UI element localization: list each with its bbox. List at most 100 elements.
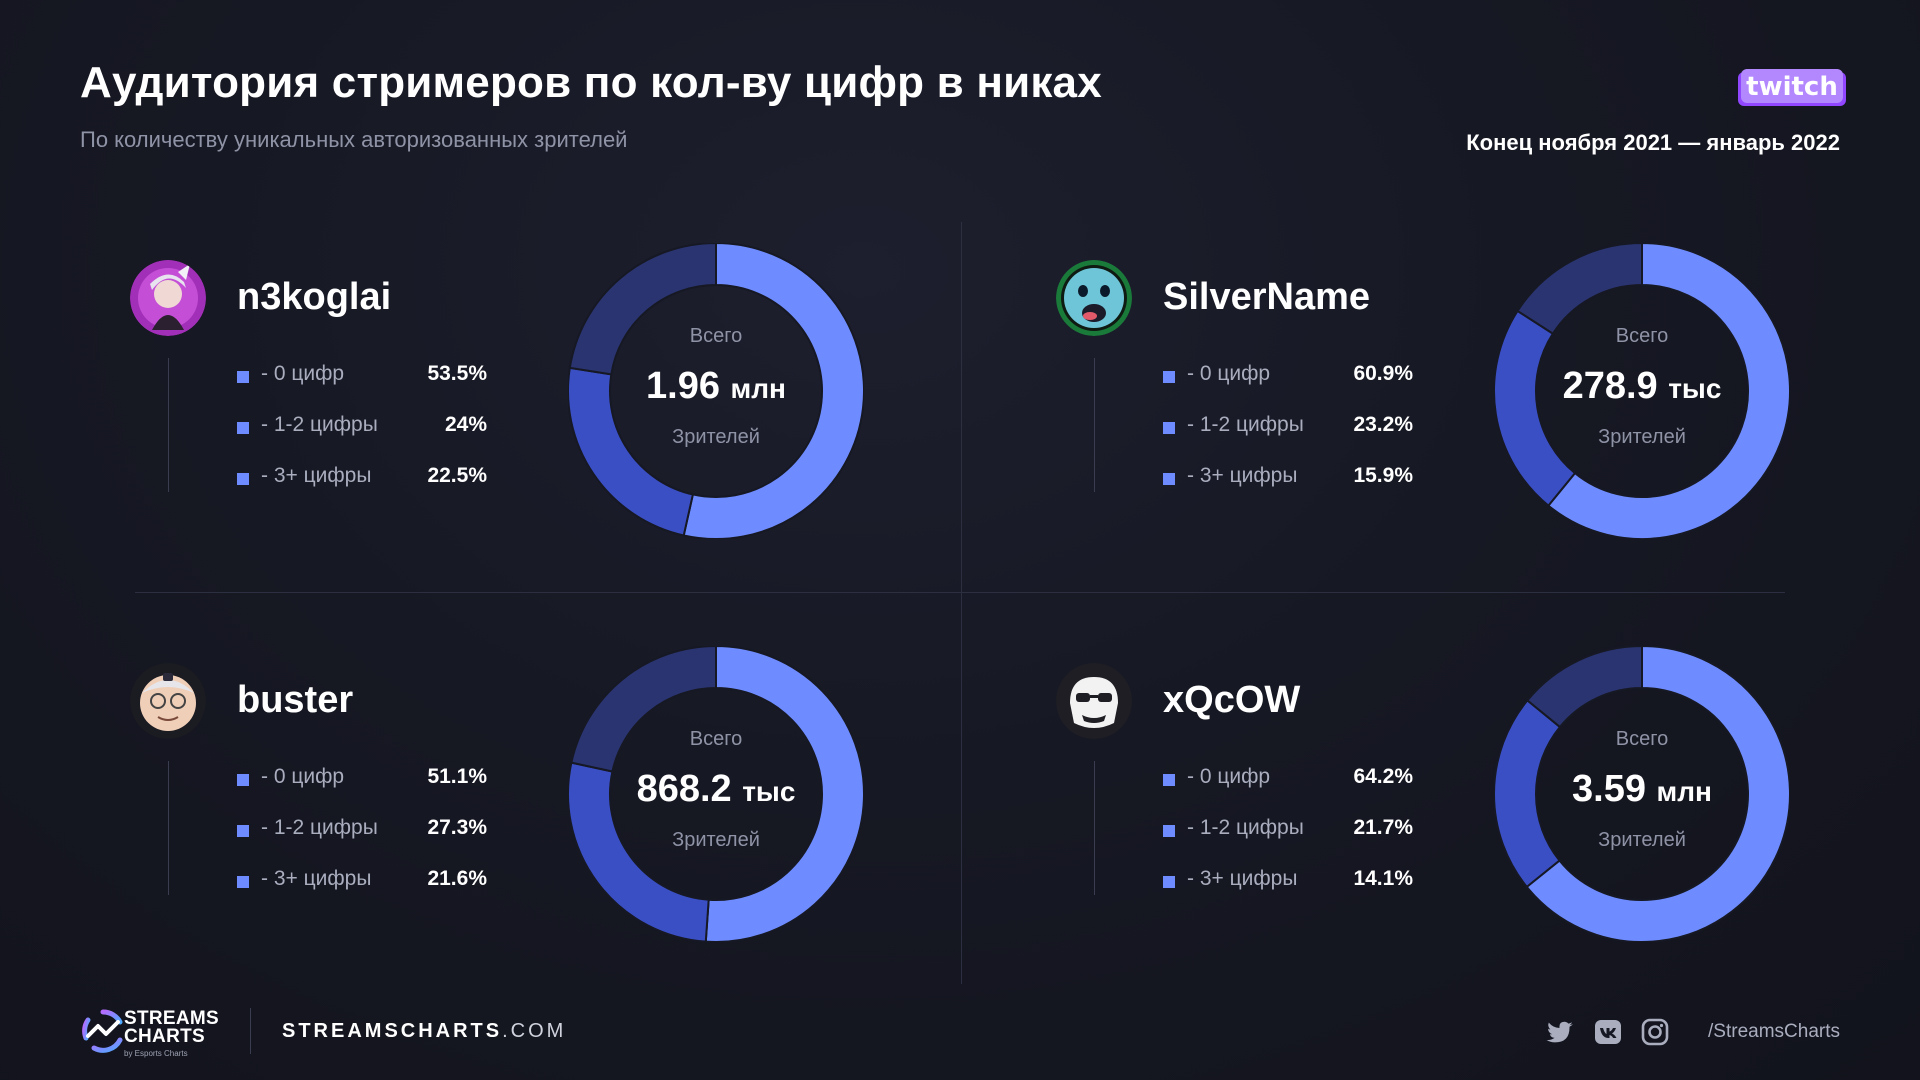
legend-label: - 3+ цифры bbox=[261, 867, 372, 890]
period-label: Конец ноября 2021 — январь 2022 bbox=[1466, 130, 1840, 155]
legend: - 0 цифр 53.5% - 1-2 цифры 24% - 3+ цифр… bbox=[237, 362, 487, 515]
footer-brand: STREAMS CHARTS bbox=[124, 1009, 219, 1046]
donut-top-label: Всего bbox=[1615, 728, 1669, 750]
legend-swatch bbox=[237, 876, 249, 888]
legend-swatch bbox=[1163, 371, 1175, 383]
legend-item: - 0 цифр 51.1% bbox=[237, 765, 487, 816]
streamer-name: buster bbox=[237, 679, 354, 721]
legend-line bbox=[1094, 761, 1095, 895]
instagram-icon[interactable] bbox=[1640, 1018, 1670, 1046]
svg-text:twitch: twitch bbox=[1746, 72, 1838, 102]
legend-value: 60.9% bbox=[1353, 362, 1413, 385]
donut-bottom-label: Зрителей bbox=[672, 829, 760, 851]
legend-value: 21.7% bbox=[1353, 816, 1413, 839]
streamer-name: xQcOW bbox=[1163, 679, 1301, 721]
avatar bbox=[130, 260, 206, 336]
streamer-card-n3koglai: n3koglai - 0 цифр 53.5% - 1-2 цифры 24% … bbox=[130, 240, 930, 560]
donut-top-label: Всего bbox=[1615, 325, 1669, 347]
avatar bbox=[130, 663, 206, 739]
avatar bbox=[1056, 663, 1132, 739]
donut-total-value: 278.9 bbox=[1562, 365, 1658, 407]
page-title: Аудитория стримеров по кол-ву цифр в ник… bbox=[80, 58, 1102, 107]
legend: - 0 цифр 64.2% - 1-2 цифры 21.7% - 3+ ци… bbox=[1163, 765, 1413, 918]
legend-label: - 1-2 цифры bbox=[1187, 413, 1304, 436]
streamer-card-xqcow: xQcOW - 0 цифр 64.2% - 1-2 цифры 21.7% -… bbox=[1056, 643, 1856, 963]
legend-swatch bbox=[237, 371, 249, 383]
donut-total: 278.9 тыс bbox=[1494, 365, 1790, 408]
donut-total: 3.59 млн bbox=[1494, 768, 1790, 811]
legend-line bbox=[168, 358, 169, 492]
legend-value: 64.2% bbox=[1353, 765, 1413, 788]
vertical-divider bbox=[961, 222, 962, 984]
legend-label: - 1-2 цифры bbox=[1187, 816, 1304, 839]
legend-swatch bbox=[1163, 825, 1175, 837]
legend-label: - 0 цифр bbox=[1187, 765, 1271, 788]
legend-swatch bbox=[1163, 876, 1175, 888]
legend-swatch bbox=[237, 422, 249, 434]
legend-swatch bbox=[237, 774, 249, 786]
footer-handle-link[interactable]: /StreamsCharts bbox=[1708, 1021, 1840, 1042]
donut-segment-2 bbox=[1525, 646, 1643, 729]
avatar bbox=[1056, 260, 1132, 336]
donut-total-value: 868.2 bbox=[636, 768, 732, 810]
donut-segment-0 bbox=[704, 646, 864, 942]
footer-site-link[interactable]: STREAMSCHARTS.COM bbox=[282, 1020, 566, 1043]
streamer-card-buster: buster - 0 цифр 51.1% - 1-2 цифры 27.3% … bbox=[130, 643, 930, 963]
legend-value: 23.2% bbox=[1353, 413, 1413, 436]
donut-bottom-label: Зрителей bbox=[1598, 426, 1686, 448]
footer-site-name: STREAMSCHARTS bbox=[282, 1020, 503, 1042]
legend-label: - 0 цифр bbox=[261, 765, 345, 788]
donut-total-value: 1.96 bbox=[646, 365, 720, 407]
footer-site-tld: .COM bbox=[502, 1020, 567, 1042]
donut-bottom-label: Зрителей bbox=[1598, 829, 1686, 851]
donut-segment-2 bbox=[568, 243, 717, 376]
donut-total-unit: тыс bbox=[1668, 373, 1722, 404]
legend-label: - 1-2 цифры bbox=[261, 413, 378, 436]
legend-item: - 1-2 цифры 24% bbox=[237, 413, 487, 464]
donut-segment-2 bbox=[570, 646, 717, 773]
legend-item: - 3+ цифры 15.9% bbox=[1163, 464, 1413, 515]
donut-segment-0 bbox=[682, 243, 864, 539]
donut-segment-2 bbox=[1516, 243, 1643, 336]
legend-value: 22.5% bbox=[427, 464, 487, 487]
legend-item: - 0 цифр 60.9% bbox=[1163, 362, 1413, 413]
legend-value: 27.3% bbox=[427, 816, 487, 839]
legend-swatch bbox=[237, 473, 249, 485]
donut-segment-0 bbox=[1525, 646, 1790, 942]
streamer-name: SilverName bbox=[1163, 276, 1371, 318]
donut-total: 1.96 млн bbox=[568, 365, 864, 408]
footer-brand-by: by Esports Charts bbox=[124, 1049, 188, 1058]
donut-chart: Всего 868.2 тыс Зрителей bbox=[568, 646, 864, 942]
twitch-logo: twitch bbox=[1738, 69, 1846, 106]
donut-total-unit: млн bbox=[1656, 776, 1712, 807]
legend-label: - 3+ цифры bbox=[1187, 464, 1298, 487]
vk-icon[interactable] bbox=[1593, 1018, 1623, 1046]
legend-line bbox=[168, 761, 169, 895]
donut-total-value: 3.59 bbox=[1572, 768, 1646, 810]
legend: - 0 цифр 51.1% - 1-2 цифры 27.3% - 3+ ци… bbox=[237, 765, 487, 918]
twitter-icon[interactable] bbox=[1545, 1018, 1575, 1046]
legend-swatch bbox=[1163, 422, 1175, 434]
legend-item: - 3+ цифры 21.6% bbox=[237, 867, 487, 918]
legend-item: - 1-2 цифры 23.2% bbox=[1163, 413, 1413, 464]
legend-item: - 3+ цифры 22.5% bbox=[237, 464, 487, 515]
legend-value: 15.9% bbox=[1353, 464, 1413, 487]
legend: - 0 цифр 60.9% - 1-2 цифры 23.2% - 3+ ци… bbox=[1163, 362, 1413, 515]
donut-bottom-label: Зрителей bbox=[672, 426, 760, 448]
legend-item: - 1-2 цифры 21.7% bbox=[1163, 816, 1413, 867]
legend-value: 21.6% bbox=[427, 867, 487, 890]
legend-value: 14.1% bbox=[1353, 867, 1413, 890]
legend-label: - 0 цифр bbox=[1187, 362, 1271, 385]
legend-line bbox=[1094, 358, 1095, 492]
streamer-name: n3koglai bbox=[237, 276, 392, 318]
legend-label: - 0 цифр bbox=[261, 362, 345, 385]
legend-item: - 0 цифр 64.2% bbox=[1163, 765, 1413, 816]
page-subtitle: По количеству уникальных авторизованных … bbox=[80, 127, 628, 152]
donut-total-unit: млн bbox=[730, 373, 786, 404]
legend-item: - 3+ цифры 14.1% bbox=[1163, 867, 1413, 918]
donut-chart: Всего 3.59 млн Зрителей bbox=[1494, 646, 1790, 942]
legend-swatch bbox=[1163, 774, 1175, 786]
legend-label: - 3+ цифры bbox=[1187, 867, 1298, 890]
legend-item: - 0 цифр 53.5% bbox=[237, 362, 487, 413]
donut-total-unit: тыс bbox=[742, 776, 796, 807]
